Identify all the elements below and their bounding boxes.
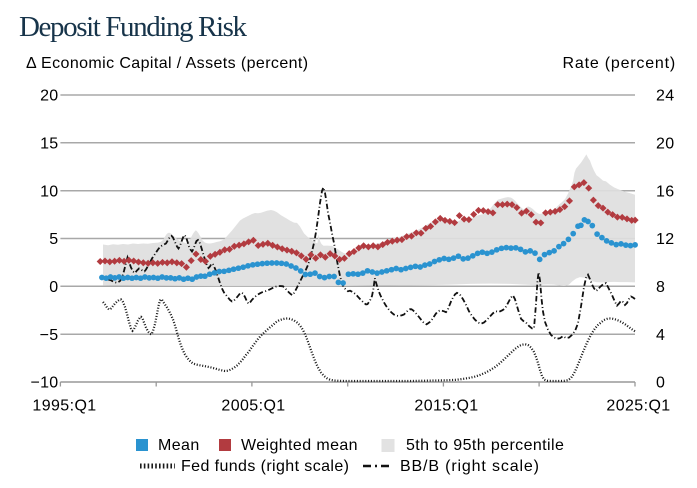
svg-text:24: 24 bbox=[656, 88, 674, 105]
svg-text:15: 15 bbox=[40, 136, 58, 153]
svg-text:2015:Q1: 2015:Q1 bbox=[414, 398, 478, 415]
svg-text:0: 0 bbox=[656, 375, 665, 392]
svg-text:2025:Q1: 2025:Q1 bbox=[606, 398, 670, 415]
svg-text:Rate (percent): Rate (percent) bbox=[563, 55, 676, 72]
svg-text:−5: −5 bbox=[40, 327, 59, 344]
svg-text:0: 0 bbox=[49, 279, 58, 296]
svg-text:20: 20 bbox=[40, 88, 58, 105]
svg-text:2005:Q1: 2005:Q1 bbox=[221, 398, 285, 415]
svg-text:8: 8 bbox=[656, 279, 665, 296]
svg-text:20: 20 bbox=[656, 136, 674, 153]
svg-text:16: 16 bbox=[656, 183, 674, 200]
svg-text:−10: −10 bbox=[30, 375, 58, 392]
svg-text:Fed funds (right scale): Fed funds (right scale) bbox=[181, 458, 349, 475]
svg-text:Weighted mean: Weighted mean bbox=[241, 437, 358, 454]
svg-text:Deposit Funding Risk: Deposit Funding Risk bbox=[19, 11, 247, 43]
svg-text:4: 4 bbox=[656, 327, 665, 344]
svg-text:12: 12 bbox=[656, 231, 674, 248]
svg-text:Mean: Mean bbox=[158, 437, 200, 454]
svg-text:1995:Q1: 1995:Q1 bbox=[32, 398, 96, 415]
svg-text:Δ Economic Capital / Assets (p: Δ Economic Capital / Assets (percent) bbox=[26, 55, 309, 72]
svg-text:10: 10 bbox=[40, 183, 58, 200]
svg-text:5th to 95th percentile: 5th to 95th percentile bbox=[406, 437, 564, 454]
svg-text:5: 5 bbox=[49, 231, 58, 248]
svg-text:BB/B (right scale): BB/B (right scale) bbox=[400, 458, 540, 475]
